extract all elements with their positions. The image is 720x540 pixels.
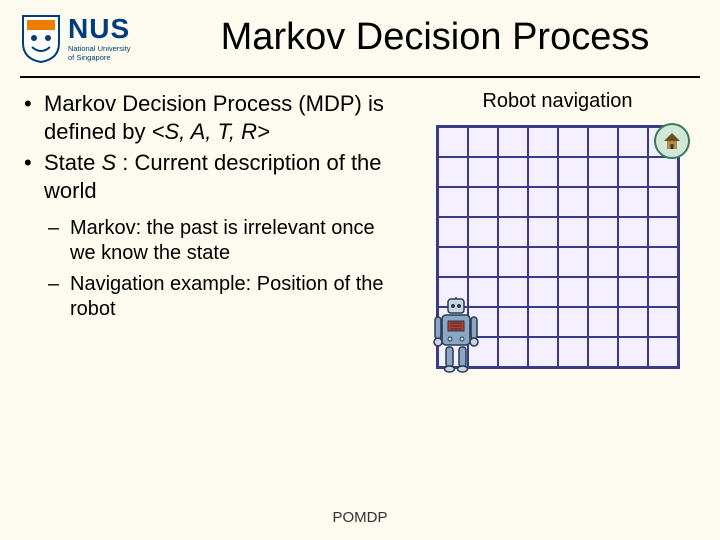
logo-sub1: National University	[68, 45, 131, 53]
grid-cell	[468, 187, 498, 217]
grid-cell	[618, 337, 648, 367]
grid-cell	[648, 157, 678, 187]
grid-cell	[588, 247, 618, 277]
grid-cell	[528, 187, 558, 217]
bullet-2-pre: State	[44, 150, 101, 175]
grid-cell	[468, 127, 498, 157]
grid-cell	[618, 277, 648, 307]
grid-cell	[588, 187, 618, 217]
footer-label: POMDP	[0, 509, 720, 526]
grid-cell	[618, 307, 648, 337]
grid-cell	[528, 217, 558, 247]
logo-abbr: NUS	[68, 15, 131, 43]
left-column: Markov Decision Process (MDP) is defined…	[20, 90, 405, 369]
grid-cell	[588, 127, 618, 157]
logo-sub2: of Singapore	[68, 54, 131, 62]
grid-cell	[558, 277, 588, 307]
header: NUS National University of Singapore Mar…	[0, 0, 720, 72]
grid-cell	[618, 217, 648, 247]
grid-cell	[438, 217, 468, 247]
grid-cell	[588, 157, 618, 187]
grid-cell	[468, 247, 498, 277]
grid-cell	[558, 157, 588, 187]
sub-bullets: Markov: the past is irrelevant once we k…	[20, 216, 405, 322]
robot-icon	[430, 297, 482, 373]
grid-cell	[498, 247, 528, 277]
grid-cell	[648, 337, 678, 367]
page-title: Markov Decision Process	[170, 18, 700, 58]
grid-cell	[498, 187, 528, 217]
grid-cell	[648, 277, 678, 307]
grid-label: Robot navigation	[415, 90, 700, 113]
grid-cell	[558, 337, 588, 367]
nus-logo: NUS National University of Singapore	[20, 8, 170, 68]
grid-cell	[648, 307, 678, 337]
grid-cell	[558, 307, 588, 337]
grid-wrap	[436, 125, 680, 369]
house-icon	[662, 131, 682, 151]
subbullet-2: Navigation example: Position of the robo…	[48, 272, 405, 322]
grid-cell	[468, 157, 498, 187]
grid-cell	[438, 187, 468, 217]
grid-cell	[618, 187, 648, 217]
grid-cell	[528, 157, 558, 187]
bullet-1-tuple: <S, A, T, R>	[152, 119, 270, 144]
goal-icon	[654, 123, 690, 159]
grid-cell	[528, 337, 558, 367]
grid-cell	[498, 127, 528, 157]
grid-cell	[498, 157, 528, 187]
subbullet-1: Markov: the past is irrelevant once we k…	[48, 216, 405, 266]
bullet-2-var: S	[101, 150, 116, 175]
grid-cell	[588, 337, 618, 367]
grid-cell	[498, 337, 528, 367]
right-column: Robot navigation	[415, 90, 700, 369]
grid-cell	[648, 247, 678, 277]
grid-cell	[618, 247, 648, 277]
grid-cell	[498, 307, 528, 337]
grid-cell	[468, 217, 498, 247]
grid-cell	[648, 187, 678, 217]
grid-cell	[438, 127, 468, 157]
grid-cell	[618, 157, 648, 187]
grid-cell	[588, 277, 618, 307]
grid-cell	[558, 247, 588, 277]
grid-cell	[528, 307, 558, 337]
grid-cell	[528, 127, 558, 157]
bullet-1: Markov Decision Process (MDP) is defined…	[20, 90, 405, 145]
content: Markov Decision Process (MDP) is defined…	[0, 90, 720, 369]
grid-cell	[558, 127, 588, 157]
title-area: Markov Decision Process	[170, 18, 700, 58]
grid-cell	[648, 217, 678, 247]
crest-icon	[20, 13, 62, 63]
grid-cell	[618, 127, 648, 157]
grid-cell	[438, 157, 468, 187]
grid-cell	[528, 247, 558, 277]
grid-cell	[528, 277, 558, 307]
grid-cell	[588, 307, 618, 337]
grid-cell	[498, 217, 528, 247]
logo-text: NUS National University of Singapore	[68, 15, 131, 62]
main-bullets: Markov Decision Process (MDP) is defined…	[20, 90, 405, 204]
bullet-2: State S : Current description of the wor…	[20, 149, 405, 204]
grid-cell	[558, 187, 588, 217]
grid-cell	[588, 217, 618, 247]
grid-cell	[558, 217, 588, 247]
grid-cell	[498, 277, 528, 307]
grid-cell	[438, 247, 468, 277]
divider	[20, 76, 700, 78]
